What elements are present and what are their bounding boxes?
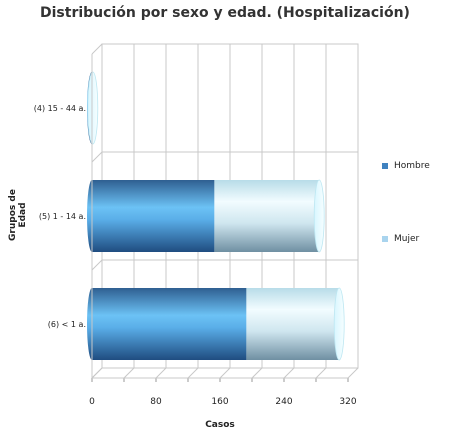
floor-gridline (283, 367, 295, 379)
floor-gridline (251, 367, 263, 379)
bar-hombre[interactable] (92, 180, 215, 252)
side-gridline (91, 151, 103, 163)
legend-item-mujer: Mujer (382, 234, 419, 244)
axes: 0 80 160 240 320 (4) 15 - 44 a. (5) 1 - 14 a. (… (34, 54, 357, 407)
floor-gridline (123, 367, 135, 379)
x-tick-label: 80 (150, 397, 162, 407)
x-tick-label: 0 (89, 397, 95, 407)
bar-end-cap (313, 179, 325, 253)
chart-title: Distribución por sexo y edad. (Hospitali… (40, 5, 410, 21)
legend-swatch-hombre (382, 162, 388, 169)
bars-group (87, 71, 345, 361)
legend-label-hombre: Hombre (394, 161, 430, 171)
floor-gridline (347, 367, 359, 379)
side-gridline (91, 43, 103, 55)
legend-label-mujer: Mujer (394, 234, 420, 244)
side-gridline (91, 259, 103, 271)
bar-hombre[interactable] (92, 288, 247, 360)
bar-mujer[interactable] (214, 180, 320, 252)
y-tick-label: (5) 1 - 14 a. (39, 212, 86, 221)
floor-gridline (187, 367, 199, 379)
floor-gridline (219, 367, 231, 379)
legend-item-hombre: Hombre (382, 161, 430, 171)
bar-end-cap (333, 287, 345, 361)
y-axis-title: Grupos de Edad (8, 189, 28, 241)
x-tick-label: 160 (211, 397, 228, 407)
floor-gridline (155, 367, 167, 379)
side-gridline (91, 367, 103, 379)
bar-mujer[interactable] (246, 288, 340, 360)
y-tick-label: (4) 15 - 44 a. (34, 104, 86, 113)
x-axis-title: Casos (205, 420, 235, 430)
x-tick-label: 320 (339, 397, 356, 407)
x-tick-label: 240 (275, 397, 292, 407)
legend-swatch-mujer (382, 235, 388, 242)
bar-end-cap (87, 71, 99, 145)
y-tick-label: (6) < 1 a. (48, 320, 86, 329)
floor-gridline (315, 367, 327, 379)
